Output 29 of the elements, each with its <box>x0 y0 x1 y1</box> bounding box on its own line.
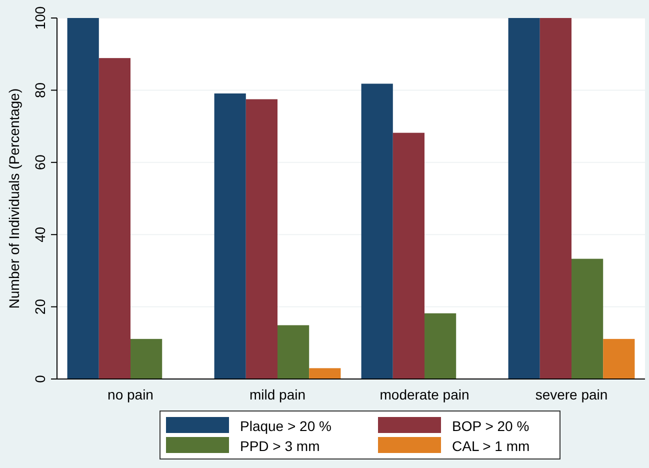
x-tick-label: moderate pain <box>380 386 470 402</box>
y-tick-label: 80 <box>32 82 48 98</box>
y-tick-label: 0 <box>32 374 48 383</box>
bar <box>603 338 635 379</box>
legend-label: PPD > 3 mm <box>240 438 320 454</box>
legend-label: BOP > 20 % <box>452 418 530 434</box>
x-tick-label: mild pain <box>249 386 306 402</box>
bar <box>214 93 246 379</box>
bar <box>424 313 456 379</box>
bar <box>361 84 393 379</box>
legend-label: Plaque > 20 % <box>240 418 332 434</box>
y-tick-label: 100 <box>32 6 48 30</box>
y-tick-label: 20 <box>32 298 48 315</box>
y-tick-label: 40 <box>32 226 48 242</box>
bar <box>392 132 424 379</box>
bar <box>508 18 540 379</box>
bar <box>540 18 572 379</box>
bar <box>278 325 310 379</box>
bar <box>572 258 604 379</box>
bar <box>67 18 99 379</box>
y-axis-title: Number of Individuals (Percentage) <box>6 88 22 309</box>
legend-label: CAL > 1 mm <box>452 438 530 454</box>
x-tick-label: severe pain <box>535 386 608 402</box>
bar <box>98 58 130 379</box>
bar <box>130 338 162 379</box>
bar <box>309 368 341 379</box>
x-tick-label: no pain <box>108 386 154 402</box>
bar <box>246 99 278 379</box>
y-tick-label: 60 <box>32 154 48 170</box>
